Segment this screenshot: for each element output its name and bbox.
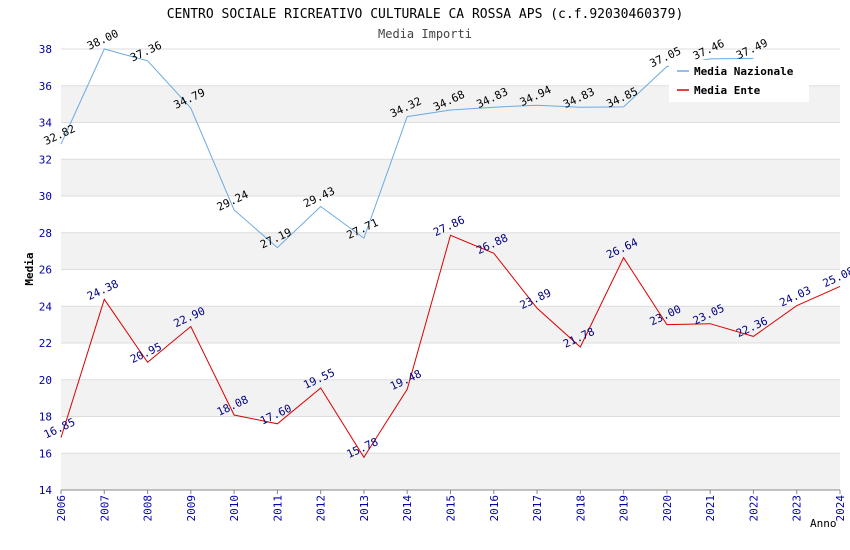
x-tick-label: 2007 bbox=[98, 495, 111, 522]
x-tick-label: 2023 bbox=[791, 495, 804, 522]
grid-band bbox=[61, 379, 840, 417]
legend-background bbox=[669, 60, 809, 102]
x-tick-label: 2024 bbox=[834, 495, 847, 522]
x-tick-label: 2020 bbox=[661, 495, 674, 522]
legend-label-ente: Media Ente bbox=[694, 84, 761, 97]
chart-title: CENTRO SOCIALE RICREATIVO CULTURALE CA R… bbox=[167, 7, 684, 22]
x-tick-label: 2012 bbox=[315, 495, 328, 522]
x-tick-label: 2011 bbox=[271, 495, 284, 522]
y-tick-label: 34 bbox=[39, 117, 53, 130]
series-lines bbox=[60, 48, 841, 459]
grid-band bbox=[61, 159, 840, 196]
plot-bands bbox=[61, 85, 840, 490]
x-tick-label: 2009 bbox=[185, 495, 198, 522]
y-tick-label: 20 bbox=[39, 374, 52, 387]
x-tick-label: 2010 bbox=[228, 495, 241, 522]
x-tick-label: 2006 bbox=[55, 495, 68, 522]
data-label: 24.38 bbox=[85, 277, 121, 303]
x-tick-label: 2019 bbox=[618, 495, 631, 522]
y-tick-label: 22 bbox=[39, 337, 52, 350]
y-tick-label: 36 bbox=[39, 80, 52, 93]
y-axis-label: Media bbox=[23, 252, 36, 285]
y-tick-label: 16 bbox=[39, 447, 52, 460]
y-tick-label: 26 bbox=[39, 264, 52, 277]
x-tick-label: 2015 bbox=[445, 495, 458, 522]
grid-lines bbox=[61, 48, 840, 491]
chart-subtitle: Media Importi bbox=[378, 27, 472, 41]
x-tick-label: 2018 bbox=[574, 495, 587, 522]
chart-legend: Media Nazionale Media Ente bbox=[669, 60, 809, 102]
y-axis-ticks: 14 16 18 20 22 24 26 28 30 32 34 36 38 bbox=[39, 43, 53, 497]
data-label: 20.95 bbox=[128, 340, 164, 366]
x-axis-ticks: 2006 2007 2008 2009 2010 2011 2012 2013 2014 2015… bbox=[55, 490, 847, 522]
y-tick-label: 32 bbox=[39, 153, 52, 166]
y-tick-label: 38 bbox=[39, 43, 52, 56]
x-tick-label: 2022 bbox=[747, 495, 760, 522]
x-tick-label: 2014 bbox=[401, 495, 414, 522]
y-tick-label: 14 bbox=[39, 484, 53, 497]
y-tick-label: 24 bbox=[39, 300, 53, 313]
grid-band bbox=[61, 232, 840, 270]
series-line-nazionale bbox=[60, 48, 754, 249]
x-axis-label: Anno bbox=[810, 517, 837, 530]
x-tick-label: 2021 bbox=[704, 495, 717, 522]
legend-label-nazionale: Media Nazionale bbox=[694, 65, 794, 78]
data-label: 24.03 bbox=[777, 284, 813, 310]
y-tick-label: 28 bbox=[39, 227, 52, 240]
y-tick-label: 30 bbox=[39, 190, 52, 203]
x-tick-label: 2017 bbox=[531, 495, 544, 522]
grid-band bbox=[61, 453, 840, 490]
x-tick-label: 2016 bbox=[488, 495, 501, 522]
y-tick-label: 18 bbox=[39, 411, 52, 424]
x-tick-label: 2013 bbox=[358, 495, 371, 522]
grid-band bbox=[61, 306, 840, 343]
series-line-ente bbox=[60, 234, 841, 459]
x-tick-label: 2008 bbox=[142, 495, 155, 522]
